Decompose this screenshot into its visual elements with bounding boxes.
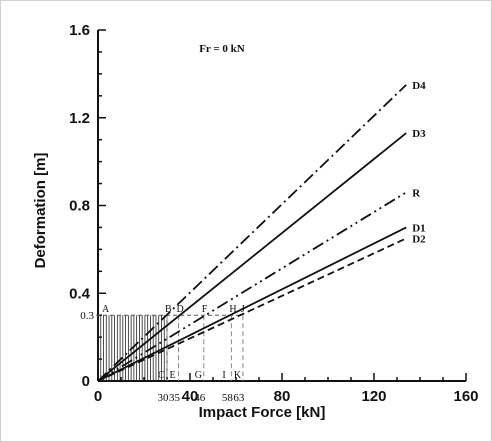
y-tick-label: 0.8 bbox=[69, 198, 90, 215]
point-value-label: 35 bbox=[169, 392, 181, 404]
series-label-d3: D3 bbox=[412, 128, 426, 140]
point-label-bottom: C bbox=[158, 370, 165, 381]
point-label-top: B bbox=[165, 304, 172, 315]
y-axis-title: Deformation [m] bbox=[32, 153, 49, 269]
series-line-d4 bbox=[97, 84, 407, 382]
chart-annotation: Fr = 0 kN bbox=[199, 43, 245, 55]
x-tick-label: 80 bbox=[274, 388, 291, 405]
y-tick-label: 1.6 bbox=[69, 22, 90, 39]
reference-y-label: 0.3 bbox=[80, 310, 94, 322]
series-line-d2 bbox=[97, 237, 407, 382]
series-label-r: R bbox=[412, 187, 421, 199]
y-tick-label: 1.2 bbox=[69, 110, 90, 127]
point-value-label: 30 bbox=[158, 392, 170, 404]
series-label-d1: D1 bbox=[412, 222, 425, 234]
x-axis-title: Impact Force [kN] bbox=[199, 404, 326, 421]
x-tick-label: 160 bbox=[453, 388, 478, 405]
series-label-d2: D2 bbox=[412, 233, 426, 245]
point-label-top: H bbox=[229, 304, 236, 315]
point-value-label: 63 bbox=[233, 392, 245, 404]
point-value-label: 58 bbox=[222, 392, 234, 404]
point-label-top: D bbox=[177, 304, 184, 315]
series-label-d4: D4 bbox=[412, 80, 426, 92]
point-value-label: 46 bbox=[194, 392, 206, 404]
x-tick-label: 120 bbox=[361, 388, 386, 405]
x-tick-label: 0 bbox=[94, 388, 102, 405]
point-label-bottom: K bbox=[234, 370, 242, 381]
series-line-d1 bbox=[97, 226, 407, 382]
point-label-bottom: I bbox=[222, 370, 225, 381]
point-label-bottom: G bbox=[195, 370, 202, 381]
x-tick-label: 40 bbox=[182, 388, 199, 405]
point-label-bottom: E bbox=[170, 370, 176, 381]
point-label-top: F bbox=[202, 304, 208, 315]
series-line-d3 bbox=[97, 132, 407, 382]
point-label-top: A bbox=[102, 304, 110, 315]
y-tick-label: 0 bbox=[82, 373, 90, 390]
series-line-r bbox=[97, 191, 407, 382]
y-tick-label: 0.4 bbox=[69, 285, 91, 302]
